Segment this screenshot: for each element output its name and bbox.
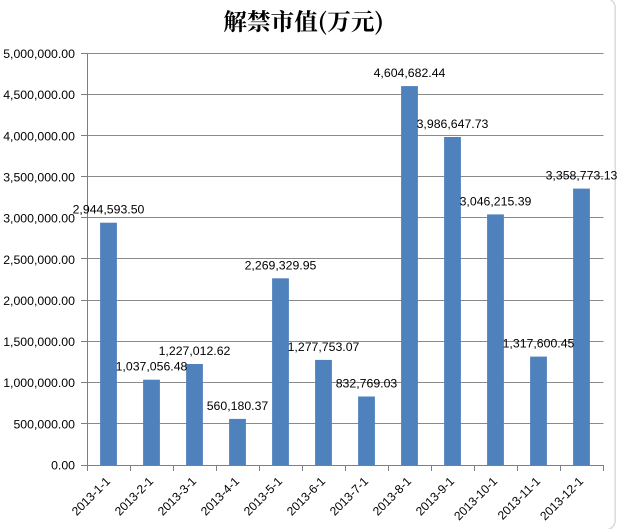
- svg-text:2,944,593.50: 2,944,593.50: [73, 203, 145, 217]
- svg-text:1,500,000.00: 1,500,000.00: [3, 335, 75, 349]
- svg-text:4,000,000.00: 4,000,000.00: [3, 129, 75, 143]
- svg-text:1,037,056.48: 1,037,056.48: [116, 360, 188, 374]
- svg-text:1,227,012.62: 1,227,012.62: [159, 344, 231, 358]
- svg-text:5,000,000.00: 5,000,000.00: [3, 47, 75, 61]
- svg-text:3,986,647.73: 3,986,647.73: [417, 117, 489, 131]
- svg-text:560,180.37: 560,180.37: [207, 399, 269, 413]
- svg-text:500,000.00: 500,000.00: [13, 417, 75, 431]
- svg-text:832,769.03: 832,769.03: [336, 377, 398, 391]
- svg-text:4,604,682.44: 4,604,682.44: [374, 66, 446, 80]
- svg-text:1,000,000.00: 1,000,000.00: [3, 376, 75, 390]
- svg-text:3,046,215.39: 3,046,215.39: [460, 194, 532, 208]
- svg-text:3,500,000.00: 3,500,000.00: [3, 171, 75, 185]
- svg-text:2,000,000.00: 2,000,000.00: [3, 294, 75, 308]
- svg-text:2,500,000.00: 2,500,000.00: [3, 253, 75, 267]
- svg-text:3,000,000.00: 3,000,000.00: [3, 212, 75, 226]
- svg-text:1,317,600.45: 1,317,600.45: [503, 337, 575, 351]
- svg-text:1,277,753.07: 1,277,753.07: [288, 340, 360, 354]
- svg-text:0.00: 0.00: [51, 459, 75, 473]
- svg-text:2,269,329.95: 2,269,329.95: [245, 258, 317, 272]
- svg-text:3,358,773.13: 3,358,773.13: [546, 169, 617, 183]
- svg-text:4,500,000.00: 4,500,000.00: [3, 88, 75, 102]
